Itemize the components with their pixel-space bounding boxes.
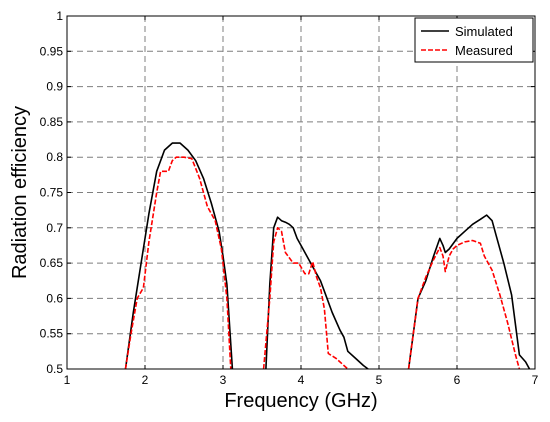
series-layer	[124, 142, 531, 369]
legend: Simulated Measured	[414, 17, 534, 63]
x-tick-label: 2	[142, 373, 149, 387]
y-axis-label: Radiation efficiency	[9, 106, 31, 279]
x-axis-label: Frequency (GHz)	[224, 390, 377, 412]
series-line-measured-2	[262, 227, 349, 369]
series-line-simulated-1	[124, 142, 234, 369]
y-tick-label: 0.55	[40, 327, 64, 341]
y-tick-label: 0.5	[46, 362, 63, 376]
y-tick-label: 0.6	[46, 291, 63, 305]
y-tick-label: 0.65	[40, 256, 64, 270]
series-line-simulated-2	[265, 216, 369, 369]
series-line-measured-3	[407, 239, 521, 369]
y-tick-label: 0.7	[46, 221, 63, 235]
y-tick-label: 0.95	[40, 44, 64, 58]
series-line-simulated-3	[407, 214, 531, 369]
y-tick-label: 0.85	[40, 115, 64, 129]
x-tick-label: 4	[298, 373, 305, 387]
y-tick-label: 0.75	[40, 186, 64, 200]
legend-box	[414, 17, 534, 63]
y-tick-label: 0.8	[46, 150, 63, 164]
series-line-measured-1	[124, 156, 232, 369]
x-tick-label: 7	[532, 373, 539, 387]
x-tick-label: 3	[220, 373, 227, 387]
y-tick-label: 0.9	[46, 80, 63, 94]
y-tick-label: 1	[56, 9, 63, 23]
legend-label-simulated: Simulated	[455, 24, 513, 39]
ticks: 1 2 3 4 5 6 7 0.5 0.55 0.6 0.65 0.7 0.75 0.8 0.85 0.9 0.…	[40, 9, 539, 387]
grid	[67, 16, 535, 369]
x-tick-label: 6	[454, 373, 461, 387]
x-tick-label: 5	[376, 373, 383, 387]
legend-label-measured: Measured	[455, 43, 513, 58]
x-tick-label: 1	[64, 373, 71, 387]
